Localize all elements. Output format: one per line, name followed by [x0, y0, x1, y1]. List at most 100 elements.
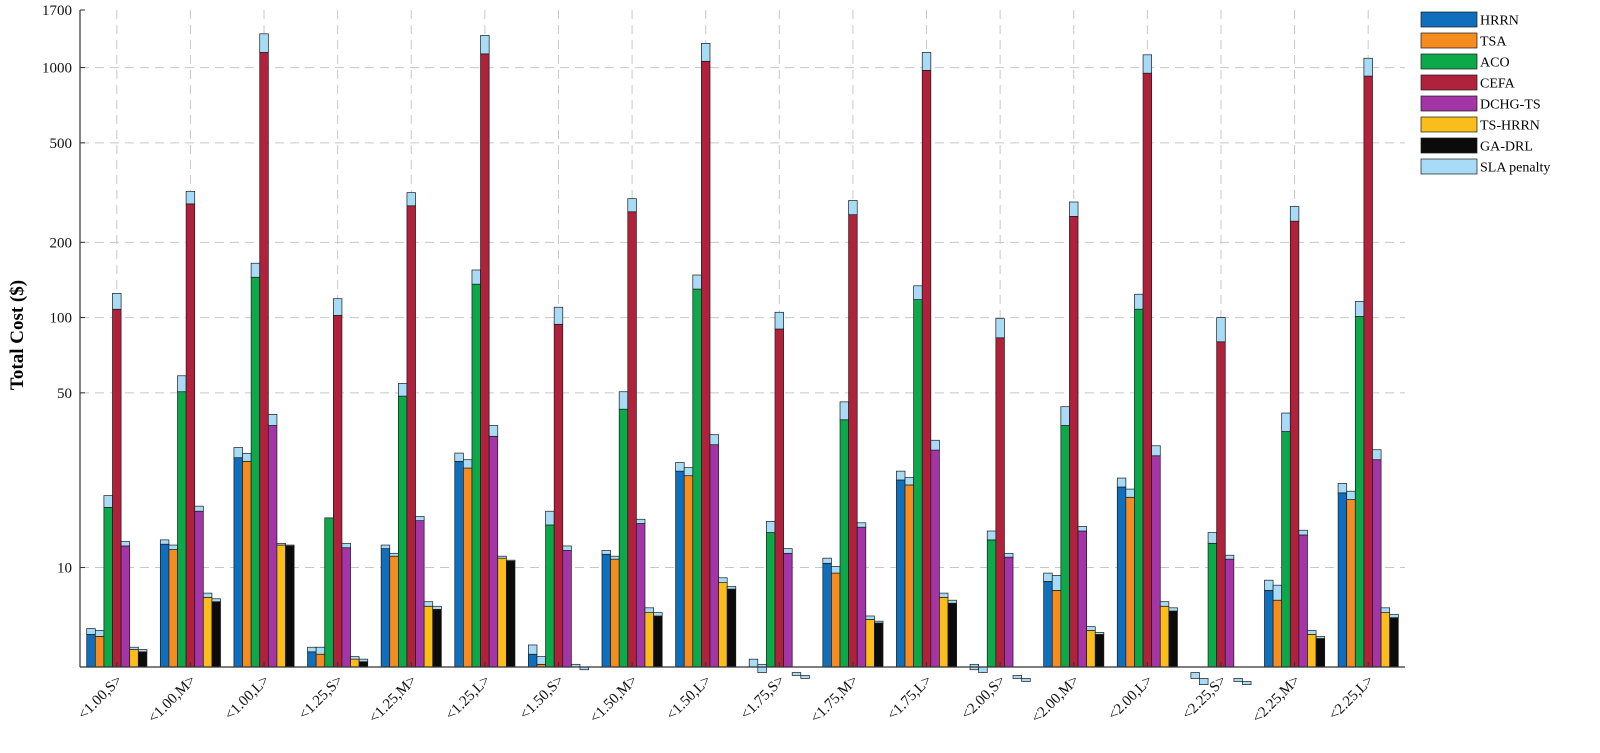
- legend: HRRN TSA ACO CEFA DCHG-TS TS-HRRN GA-DRL SLA pe…: [1418, 9, 1594, 181]
- bar-ts-hrrn: [202, 596, 213, 668]
- bar-sla-penalty: [1199, 678, 1209, 685]
- bar-sla-penalty: [913, 285, 923, 300]
- bar-sla-penalty: [636, 518, 646, 524]
- bar-sla-penalty: [1233, 678, 1243, 682]
- x-tick-label: <1.75,M>: [808, 673, 862, 727]
- bar-sla-penalty: [653, 612, 663, 617]
- bar-sla-penalty: [726, 586, 737, 590]
- bar-sla-penalty: [398, 383, 408, 397]
- bar-aco: [1060, 425, 1070, 668]
- bar-ga-drl: [506, 560, 516, 668]
- bar-sla-penalty: [488, 425, 499, 437]
- bar-aco: [1354, 316, 1365, 668]
- bars: [86, 33, 1399, 685]
- bar-cefa: [553, 323, 564, 668]
- bar-sla-penalty: [211, 598, 221, 603]
- bar-sla-penalty: [800, 675, 810, 679]
- bar-dchg-ts: [709, 444, 719, 668]
- bar-sla-penalty: [1094, 632, 1105, 635]
- bar-ts-hrrn: [1086, 630, 1096, 668]
- y-tick-label: 50: [57, 386, 72, 402]
- legend-label: TSA: [1480, 35, 1507, 50]
- bar-sla-penalty: [904, 477, 914, 486]
- bar-sla-penalty: [545, 510, 555, 526]
- bar-sla-penalty: [995, 318, 1005, 339]
- bar-sla-penalty: [774, 311, 784, 330]
- bar-sla-penalty: [644, 607, 654, 613]
- bar-sla-penalty: [242, 453, 252, 462]
- bar-sla-penalty: [610, 555, 620, 560]
- bar-sla-penalty: [1389, 613, 1399, 619]
- legend-label: SLA penalty: [1480, 161, 1550, 176]
- bar-tsa: [463, 467, 473, 668]
- bar-tsa: [683, 475, 694, 668]
- bar-sla-penalty: [1281, 412, 1291, 432]
- bar-cefa: [259, 52, 269, 668]
- bar-sla-penalty: [233, 447, 243, 459]
- x-tick-label: <1.25,S>: [296, 673, 346, 723]
- legend-swatch: [1420, 116, 1478, 133]
- bar-cefa: [1363, 75, 1373, 668]
- bar-sla-penalty: [757, 663, 767, 673]
- bar-hrrn: [528, 653, 538, 668]
- bar-ts-hrrn: [718, 582, 728, 668]
- bar-sla-penalty: [783, 548, 793, 554]
- bar-ga-drl: [1094, 634, 1105, 668]
- bar-ga-drl: [432, 609, 442, 668]
- bar-ts-hrrn: [497, 557, 507, 668]
- bar-sla-penalty: [1134, 293, 1144, 310]
- bar-sla-penalty: [896, 470, 906, 481]
- legend-label: TS-HRRN: [1480, 119, 1540, 134]
- bar-hrrn: [822, 562, 832, 668]
- bar-ga-drl: [137, 651, 148, 668]
- x-tick-label: <1.75,L>: [884, 673, 935, 724]
- bar-dchg-ts: [488, 435, 499, 668]
- bar-sla-penalty: [947, 599, 957, 604]
- bar-hrrn: [896, 479, 906, 668]
- bar-ga-drl: [947, 602, 957, 668]
- x-tick-label: <1.00,L>: [222, 673, 273, 724]
- bar-dchg-ts: [1004, 556, 1014, 668]
- bar-tsa: [168, 549, 178, 668]
- x-tick-label: <2.25,M>: [1249, 673, 1303, 727]
- bar-aco: [177, 391, 187, 668]
- bar-sla-penalty: [267, 414, 278, 426]
- bar-cefa: [480, 53, 490, 668]
- bar-ga-drl: [1315, 638, 1326, 668]
- bar-ts-hrrn: [865, 619, 875, 668]
- bar-sla-penalty: [129, 646, 139, 650]
- bar-sla-penalty: [1142, 54, 1153, 74]
- bar-dchg-ts: [562, 550, 572, 668]
- bar-ts-hrrn: [129, 649, 139, 668]
- bar-sla-penalty: [1159, 601, 1170, 607]
- bar-aco: [250, 276, 261, 668]
- bar-tsa: [831, 572, 841, 668]
- legend-swatch: [1420, 137, 1478, 154]
- x-tick-label: <2.00,M>: [1029, 673, 1083, 727]
- bar-ga-drl: [726, 588, 737, 668]
- bar-sla-penalty: [791, 672, 802, 676]
- bar-sla-penalty: [177, 375, 187, 393]
- bar-sla-penalty: [839, 401, 849, 421]
- bar-sla-penalty: [120, 541, 131, 547]
- bar-sla-penalty: [1216, 317, 1226, 343]
- bar-ts-hrrn: [1307, 634, 1317, 668]
- bar-sla-penalty: [415, 516, 425, 522]
- bar-sla-penalty: [536, 656, 546, 665]
- bar-dchg-ts: [783, 552, 793, 668]
- bar-sla-penalty: [1060, 406, 1070, 426]
- bar-sla-penalty: [103, 495, 113, 508]
- bar-sla-penalty: [497, 555, 507, 559]
- bar-dchg-ts: [636, 523, 646, 668]
- bar-sla-penalty: [276, 542, 286, 546]
- x-tick-label: <1.00,S>: [75, 673, 125, 723]
- bar-sla-penalty: [1168, 607, 1178, 612]
- bar-sla-penalty: [94, 630, 105, 637]
- bar-sla-penalty: [528, 644, 538, 655]
- bar-dchg-ts: [930, 449, 940, 668]
- bar-sla-penalty: [112, 292, 122, 310]
- bar-hrrn: [601, 553, 611, 668]
- bar-sla-penalty: [1012, 675, 1022, 679]
- bar-hrrn: [454, 460, 464, 668]
